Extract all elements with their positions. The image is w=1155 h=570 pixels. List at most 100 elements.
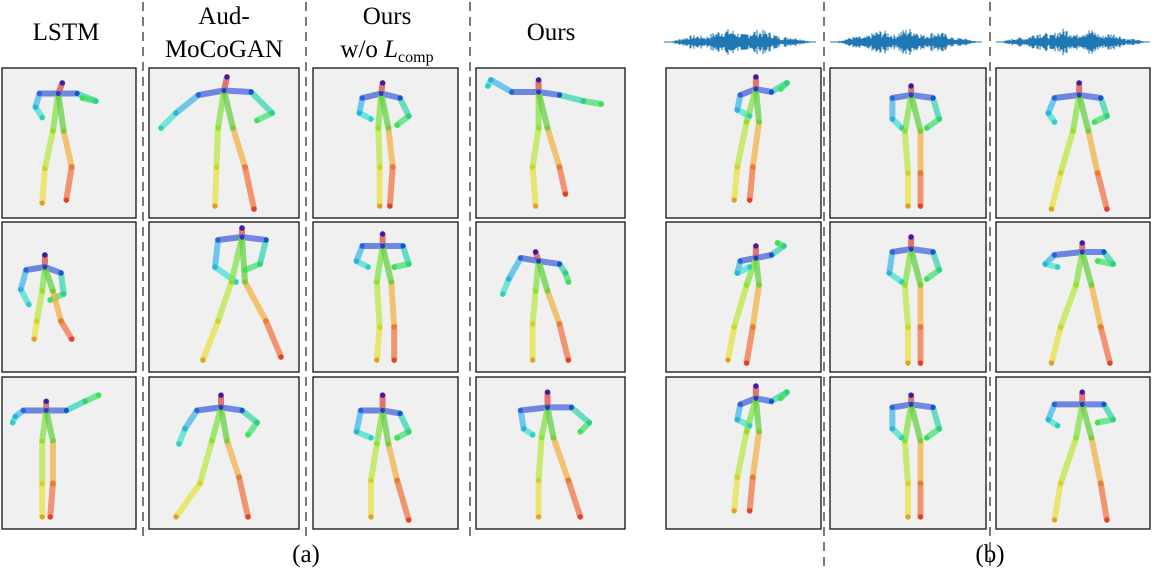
skeleton-joint	[902, 438, 908, 444]
skeleton-joint	[506, 276, 512, 282]
skeleton-joint	[1051, 95, 1058, 101]
skeleton-bone	[1079, 249, 1095, 288]
skeleton-joint	[397, 410, 403, 417]
skeleton-joint	[23, 267, 29, 273]
skeleton-joint	[756, 119, 762, 125]
skeleton-joint	[233, 279, 239, 285]
skeleton-joint	[50, 480, 56, 486]
skeleton-bone	[535, 258, 563, 267]
skeleton-bone	[17, 267, 30, 293]
skeleton-joint	[737, 258, 744, 264]
skeleton-joint	[778, 86, 784, 92]
skeleton-joint	[391, 324, 397, 330]
skeleton-bone	[49, 288, 64, 324]
skeleton-bone	[565, 477, 584, 520]
skeleton-joint	[905, 514, 911, 520]
skeleton-joint	[518, 255, 524, 261]
skeleton-joint	[753, 86, 759, 92]
skeleton-joint	[1048, 206, 1055, 212]
header-ours: Ours	[527, 19, 576, 46]
skeleton-bone	[215, 234, 245, 243]
skeleton-joint	[905, 360, 911, 366]
skeleton-joint	[535, 125, 542, 131]
skeleton-joint	[374, 279, 380, 285]
skeleton-joint	[400, 243, 406, 249]
skeleton-joint	[173, 514, 179, 520]
skeleton-bone	[257, 237, 269, 267]
pose-panel-r2-c5	[665, 221, 822, 373]
skeleton-joint	[902, 128, 908, 134]
skeleton-joint	[530, 164, 536, 170]
skeleton-joint	[500, 291, 506, 297]
skeleton-bone	[63, 164, 75, 203]
skeleton-joint	[173, 110, 179, 116]
skeleton-bone	[929, 249, 943, 273]
skeleton-bone	[544, 125, 563, 170]
skeleton-bone	[359, 90, 385, 101]
skeleton-joint	[562, 270, 569, 276]
skeleton-joint	[744, 360, 750, 366]
skeleton-bone	[43, 407, 56, 444]
skeleton-bone	[213, 125, 221, 170]
pose-panel-r2-c1	[1, 221, 137, 373]
skeleton-joint	[212, 264, 218, 270]
skeleton-joint	[544, 404, 551, 410]
skeleton-bone	[224, 437, 242, 481]
skeleton-joint	[63, 407, 69, 414]
skeleton-bone	[731, 474, 741, 514]
skeleton-joint	[889, 116, 896, 122]
skeleton-joint	[353, 258, 360, 264]
skeleton-joint	[530, 432, 536, 438]
skeleton-joint	[278, 354, 284, 360]
skeleton-joint	[50, 288, 56, 294]
skeleton-bone	[399, 243, 412, 267]
skeleton-joint	[26, 301, 32, 308]
skeleton-joint	[1107, 360, 1113, 366]
skeleton-joint	[889, 95, 896, 101]
skeleton-joint	[195, 92, 202, 98]
skeleton-joint	[378, 90, 384, 97]
skeleton-joint	[1088, 282, 1095, 288]
skeleton-joint	[368, 116, 374, 122]
skeleton-joint	[218, 392, 224, 398]
header-ours-text: Ours	[527, 19, 576, 46]
skeleton-joint	[10, 420, 16, 426]
skeleton-bone	[397, 95, 412, 119]
skeleton-bone	[1057, 434, 1080, 487]
skeleton-bone	[254, 110, 275, 124]
skeleton-bone	[517, 255, 542, 264]
skeleton-joint	[356, 110, 362, 116]
skeleton-joint	[374, 357, 380, 363]
skeleton-joint	[224, 438, 230, 444]
skeleton-bone	[17, 286, 32, 308]
skeleton-joint	[1058, 480, 1064, 486]
pose-panel-r3-c3	[312, 376, 459, 530]
pose-panel-r3-c5	[665, 376, 822, 530]
skeleton-bone	[908, 401, 936, 411]
skeleton-joint	[1110, 261, 1116, 267]
skeleton-joint	[556, 261, 563, 267]
audio-waveform-icon	[664, 29, 816, 55]
skeleton-joint	[744, 429, 750, 435]
skeleton-joint	[731, 197, 737, 203]
skeleton-joint	[753, 243, 759, 249]
skeleton-joint	[377, 164, 383, 170]
skeleton-joint	[406, 261, 412, 267]
skeleton-bone	[901, 282, 911, 330]
skeleton-bone	[23, 264, 48, 273]
skeleton-joint	[394, 477, 400, 483]
skeleton-joint	[1051, 401, 1058, 407]
skeleton-bone	[731, 282, 750, 330]
skeleton-joint	[747, 423, 753, 429]
skeleton-joint	[224, 74, 230, 80]
skeleton-joint	[753, 255, 759, 261]
skeleton-joint	[734, 107, 740, 113]
skeleton-joint	[1095, 420, 1101, 426]
skeleton-joint	[768, 398, 775, 404]
skeleton-bone	[568, 404, 593, 426]
skeleton-joint	[42, 165, 48, 172]
skeleton-joint	[1070, 128, 1076, 134]
skeleton-joint	[905, 324, 911, 330]
skeleton-bone	[752, 395, 762, 435]
skeleton-joint	[753, 74, 759, 80]
